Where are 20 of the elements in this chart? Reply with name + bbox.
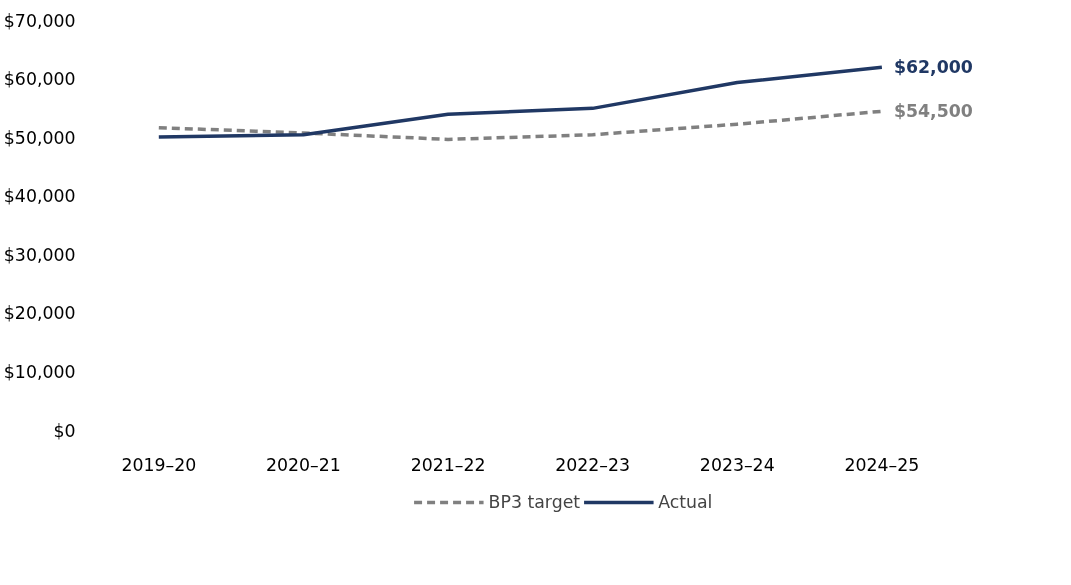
x-tick-label: 2021–22 [410,454,486,475]
line-series [157,65,884,139]
x-tick-label: 2019–20 [121,454,197,475]
y-tick-label: $50,000 [3,127,76,148]
data-label: $62,000 [893,57,973,78]
data-label: $54,500 [893,101,973,122]
y-tick-label: $40,000 [3,186,76,207]
y-tick-label: $60,000 [3,69,76,90]
legend-label: BP3 target [488,492,581,512]
y-tick-label: $70,000 [3,10,76,31]
x-tick-label: 2024–25 [844,454,920,475]
y-tick-label: $10,000 [3,361,76,382]
x-tick-label: 2020–21 [266,454,341,475]
legend-label: Actual [658,492,713,512]
y-tick-label: $20,000 [3,303,76,324]
y-tick-label: $30,000 [3,244,76,265]
y-tick-label: $0 [53,420,76,441]
x-tick-label: 2023–24 [699,454,775,475]
x-tick-label: 2022–23 [555,454,631,475]
line-series [157,109,884,142]
